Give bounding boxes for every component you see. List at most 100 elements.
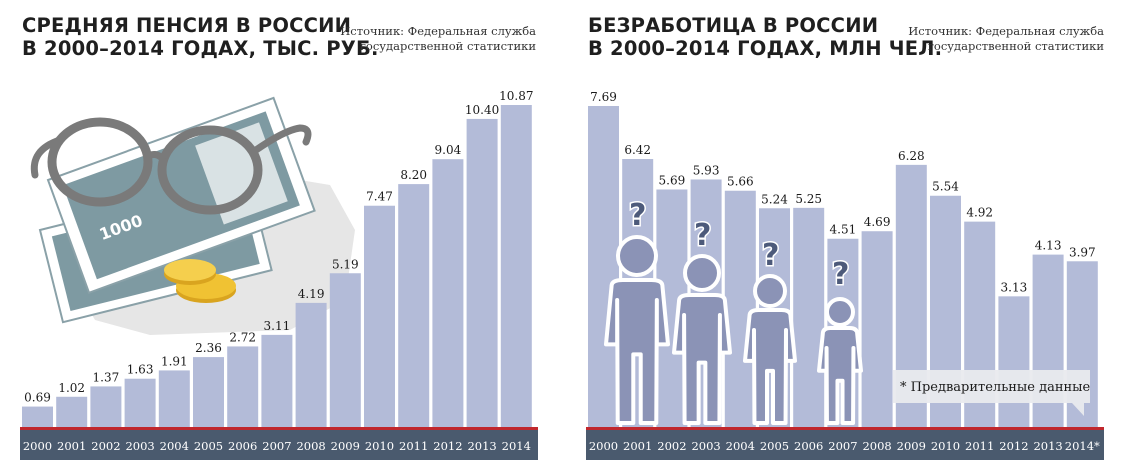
pension-bar-2002 [90, 386, 122, 427]
pension-source: Источник: Федеральная служба государстве… [340, 24, 536, 54]
unemp-tick-2007: 2007 [828, 439, 857, 453]
money-illustration: 1000 1000 [30, 96, 355, 335]
glasses-icon [30, 117, 312, 215]
pension-bar-2003 [124, 378, 156, 427]
unemp-tick-2002: 2002 [657, 439, 686, 453]
person-head [825, 297, 855, 327]
person-body [817, 326, 863, 425]
unemp-tick-2000: 2000 [589, 439, 618, 453]
pension-value-label-2007: 3.11 [264, 319, 291, 333]
pension-value-label-2006: 2.72 [229, 330, 256, 344]
pension-value-label-2001: 1.02 [58, 381, 85, 395]
pension-value-label-2010: 7.47 [366, 190, 393, 204]
pension-title-line1: СРЕДНЯЯ ПЕНСИЯ В РОССИИ [22, 14, 352, 37]
person-figure: ? [672, 217, 732, 425]
unemp-tick-2001: 2001 [623, 439, 652, 453]
pension-bar-2004 [158, 370, 190, 427]
pension-title-line2: В 2000–2014 ГОДАХ, ТЫС. РУБ. [22, 37, 379, 60]
unemp-tick-2008: 2008 [862, 439, 891, 453]
unemployment-title-line1: БЕЗРАБОТИЦА В РОССИИ [588, 14, 879, 37]
pension-tick-2007: 2007 [262, 439, 291, 453]
pension-value-label-2014: 10.87 [499, 89, 533, 103]
pension-tick-2014: 2014 [502, 439, 531, 453]
unemployment-x-axis [586, 427, 1104, 460]
unemp-value-label-2010: 5.54 [932, 180, 959, 194]
unemployment-source-line1: Источник: Федеральная служба [908, 24, 1104, 38]
pension-value-label-2002: 1.37 [93, 370, 120, 384]
pension-bars: 0.69 1.02 1.37 1.63 1.91 2.36 2.72 3.11 4.19 5.19… [22, 89, 533, 427]
unemp-value-label-2008: 4.69 [864, 215, 891, 229]
unemp-tick-2014*: 2014* [1065, 439, 1100, 453]
person-head [683, 254, 721, 292]
unemp-value-label-2007: 4.51 [830, 223, 857, 237]
unemp-bar-2004 [724, 190, 756, 427]
person-head [753, 274, 787, 308]
pension-value-label-2003: 1.63 [127, 363, 154, 377]
pension-tick-2004: 2004 [160, 439, 189, 453]
unemp-value-label-2013: 4.13 [1035, 239, 1062, 253]
unemp-value-label-2009: 6.28 [898, 149, 925, 163]
pension-tick-2000: 2000 [23, 439, 52, 453]
person-body [743, 308, 797, 425]
footnote-box: * Предварительные данные [893, 370, 1091, 416]
unemp-tick-2013: 2013 [1033, 439, 1062, 453]
person-head [616, 235, 658, 277]
pension-tick-2010: 2010 [365, 439, 394, 453]
pension-tick-2013: 2013 [467, 439, 496, 453]
pension-bar-2000 [22, 406, 53, 427]
pension-source-line2: государственной статистики [359, 39, 536, 53]
pension-bar-2013 [466, 118, 498, 427]
pension-tick-2005: 2005 [194, 439, 223, 453]
pension-source-line1: Источник: Федеральная служба [340, 24, 536, 38]
person-body [672, 293, 732, 425]
pension-bar-2009 [329, 273, 361, 427]
pension-x-axis [20, 427, 538, 460]
unemp-value-label-2014*: 3.97 [1069, 245, 1096, 259]
unemp-value-label-2002: 5.69 [659, 173, 686, 187]
pension-value-label-2012: 9.04 [435, 143, 462, 157]
question-mark-icon: ? [762, 238, 779, 273]
unemp-tick-2005: 2005 [760, 439, 789, 453]
unemp-bar-2008 [861, 231, 893, 427]
unemp-value-label-2012: 3.13 [1001, 280, 1028, 294]
pension-tick-2008: 2008 [296, 439, 325, 453]
unemp-tick-2009: 2009 [897, 439, 926, 453]
unemp-value-label-2000: 7.69 [590, 90, 617, 104]
pension-value-label-2013: 10.40 [465, 103, 499, 117]
unemp-tick-2004: 2004 [726, 439, 755, 453]
unemployment-title-line2: В 2000–2014 ГОДАХ, МЛН ЧЕЛ. [588, 37, 943, 60]
pension-bar-2010 [364, 205, 395, 427]
pension-bar-2012 [432, 159, 464, 427]
pension-tick-2001: 2001 [57, 439, 86, 453]
unemp-tick-2012: 2012 [999, 439, 1028, 453]
person-figure: ? [817, 256, 863, 425]
unemp-tick-2011: 2011 [965, 439, 994, 453]
unemp-tick-2003: 2003 [691, 439, 720, 453]
pension-value-label-2000: 0.69 [24, 391, 51, 405]
pension-tick-2006: 2006 [228, 439, 257, 453]
unemp-value-label-2001: 6.42 [624, 143, 651, 157]
unemp-bar-2006 [793, 207, 825, 427]
pension-bar-2007 [261, 334, 293, 427]
unemployment-chart-title: БЕЗРАБОТИЦА В РОССИИ В 2000–2014 ГОДАХ, … [588, 14, 942, 60]
pension-bar-2011 [398, 184, 430, 427]
person-body [604, 278, 670, 425]
question-mark-icon: ? [694, 218, 711, 253]
pension-tick-2002: 2002 [91, 439, 120, 453]
unemp-value-label-2005: 5.24 [761, 192, 788, 206]
person-figure: ? [743, 237, 797, 425]
people-illustration: ???? [604, 197, 863, 425]
pension-bar-2006 [227, 346, 259, 427]
unemp-tick-2006: 2006 [794, 439, 823, 453]
pension-bar-2005 [193, 357, 224, 427]
unemp-value-label-2006: 5.25 [795, 192, 822, 206]
unemployment-source-line2: государственной статистики [927, 39, 1104, 53]
unemployment-tick-labels: 2000 2001 2002 2003 2004 2005 2006 2007 2008 2009… [589, 439, 1100, 453]
footnote-text: * Предварительные данные [900, 380, 1091, 395]
unemp-bar-2012 [998, 296, 1030, 427]
unemployment-source: Источник: Федеральная служба государстве… [908, 24, 1104, 54]
pension-chart-title: СРЕДНЯЯ ПЕНСИЯ В РОССИИ В 2000–2014 ГОДА… [22, 14, 379, 60]
pension-value-label-2005: 2.36 [195, 341, 222, 355]
unemp-bar-2000 [588, 106, 619, 427]
